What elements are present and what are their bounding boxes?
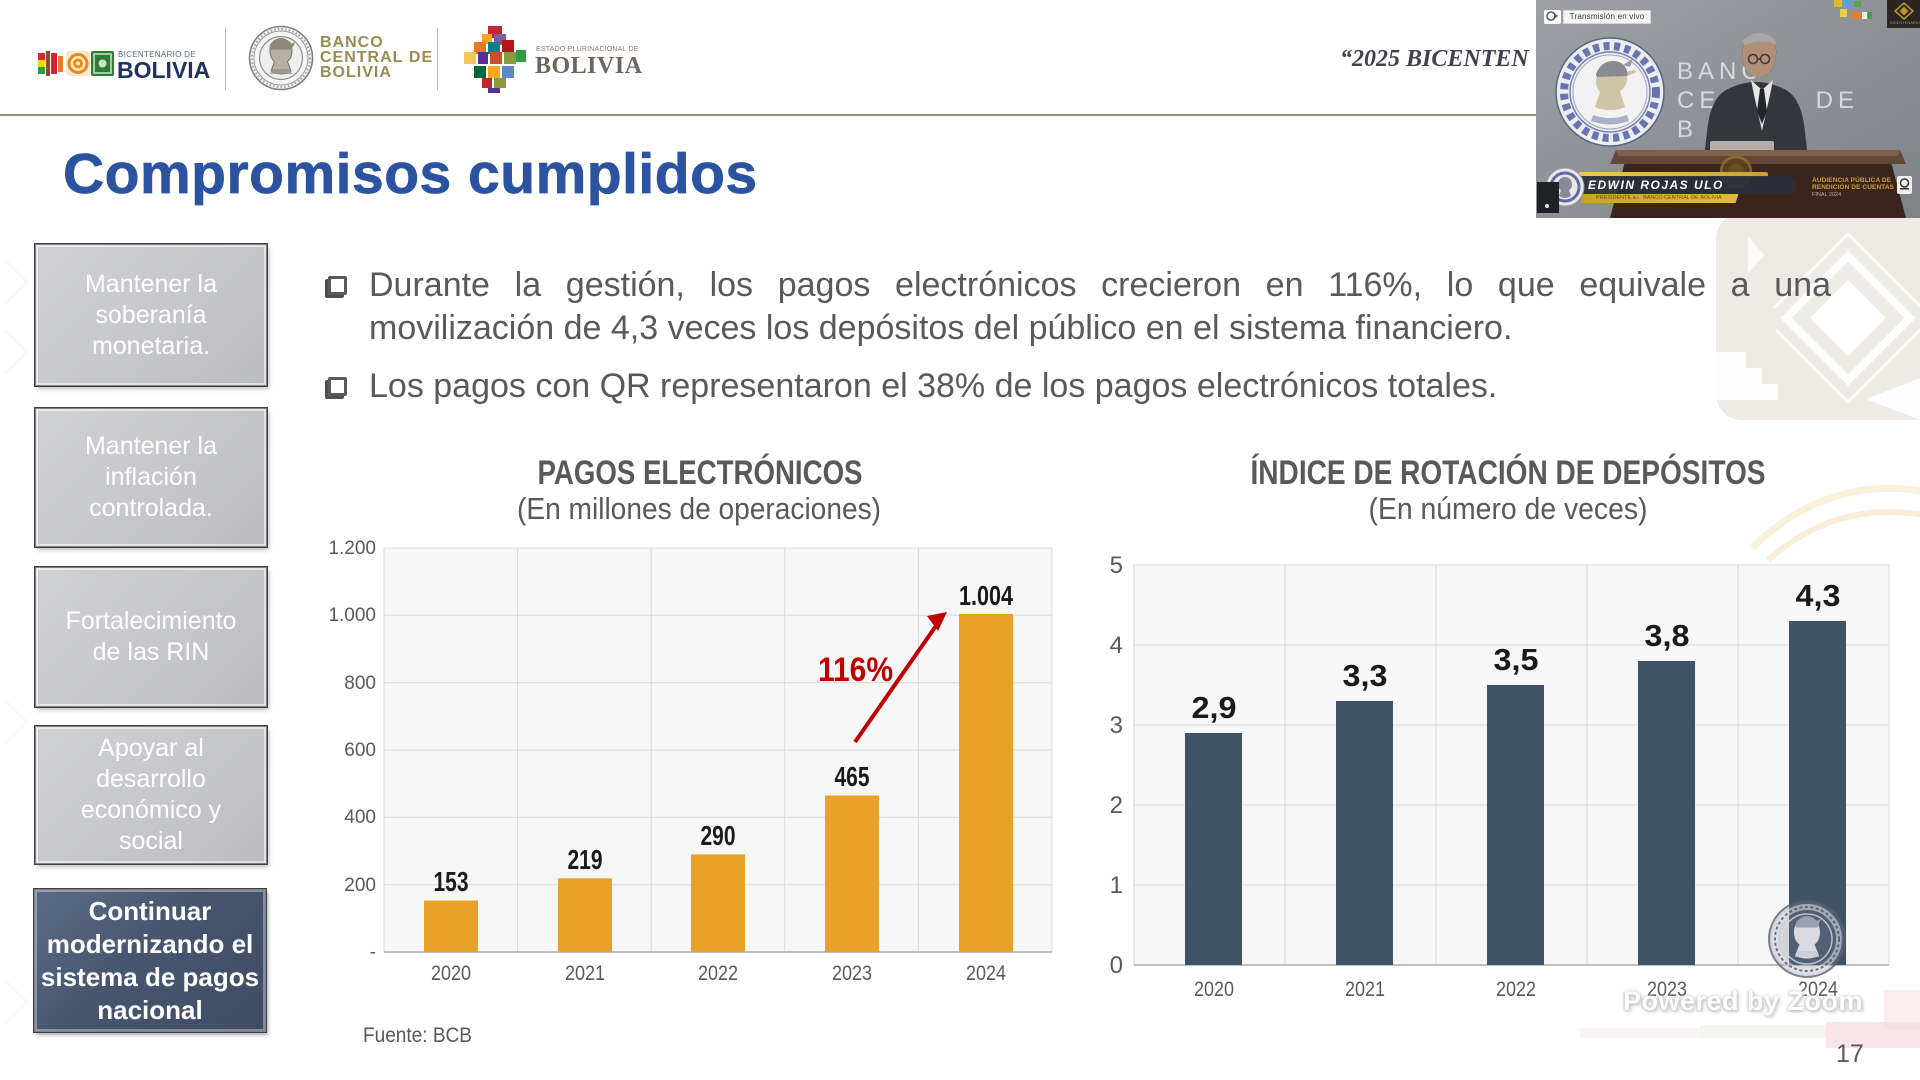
svg-text:2020: 2020: [1194, 978, 1234, 1001]
svg-text:4,3: 4,3: [1796, 578, 1841, 613]
svg-text:2,9: 2,9: [1192, 690, 1237, 725]
svg-text:3,5: 3,5: [1494, 642, 1539, 677]
svg-text:4: 4: [1110, 632, 1123, 659]
svg-text:400: 400: [344, 807, 376, 828]
svg-text:2023: 2023: [1647, 978, 1687, 1001]
svg-text:290: 290: [701, 820, 736, 851]
svg-text:2023: 2023: [832, 962, 872, 985]
svg-text:2024: 2024: [966, 962, 1006, 985]
svg-text:2020: 2020: [431, 962, 471, 985]
svg-text:2022: 2022: [698, 962, 738, 985]
svg-text:(En millones de operaciones): (En millones de operaciones): [517, 491, 881, 526]
svg-text:1.000: 1.000: [328, 605, 376, 626]
svg-text:(En número de veces): (En número de veces): [1369, 491, 1648, 526]
svg-text:ÍNDICE DE ROTACIÓN DE DEPÓSITO: ÍNDICE DE ROTACIÓN DE DEPÓSITOS: [1251, 454, 1766, 492]
svg-text:2022: 2022: [1496, 978, 1536, 1001]
svg-text:-: -: [370, 942, 376, 963]
svg-text:1.004: 1.004: [959, 580, 1013, 611]
svg-text:200: 200: [344, 875, 376, 896]
svg-text:2024: 2024: [1798, 978, 1838, 1001]
svg-text:2: 2: [1110, 792, 1123, 819]
svg-text:2021: 2021: [565, 962, 605, 985]
svg-text:3,3: 3,3: [1343, 658, 1388, 693]
svg-text:3,8: 3,8: [1645, 618, 1690, 653]
svg-text:2021: 2021: [1345, 978, 1385, 1001]
svg-text:1.200: 1.200: [328, 538, 376, 559]
svg-text:116%: 116%: [818, 651, 893, 689]
svg-text:Fuente: BCB: Fuente: BCB: [363, 1024, 472, 1047]
svg-text:465: 465: [835, 761, 870, 792]
svg-text:153: 153: [434, 866, 469, 897]
svg-text:800: 800: [344, 673, 376, 694]
svg-text:3: 3: [1110, 712, 1123, 739]
svg-text:5: 5: [1110, 552, 1123, 579]
svg-text:0: 0: [1110, 952, 1123, 979]
svg-text:1: 1: [1110, 872, 1123, 899]
svg-text:219: 219: [568, 844, 603, 875]
svg-text:600: 600: [344, 740, 376, 761]
svg-text:PAGOS ELECTRÓNICOS: PAGOS ELECTRÓNICOS: [538, 454, 863, 492]
